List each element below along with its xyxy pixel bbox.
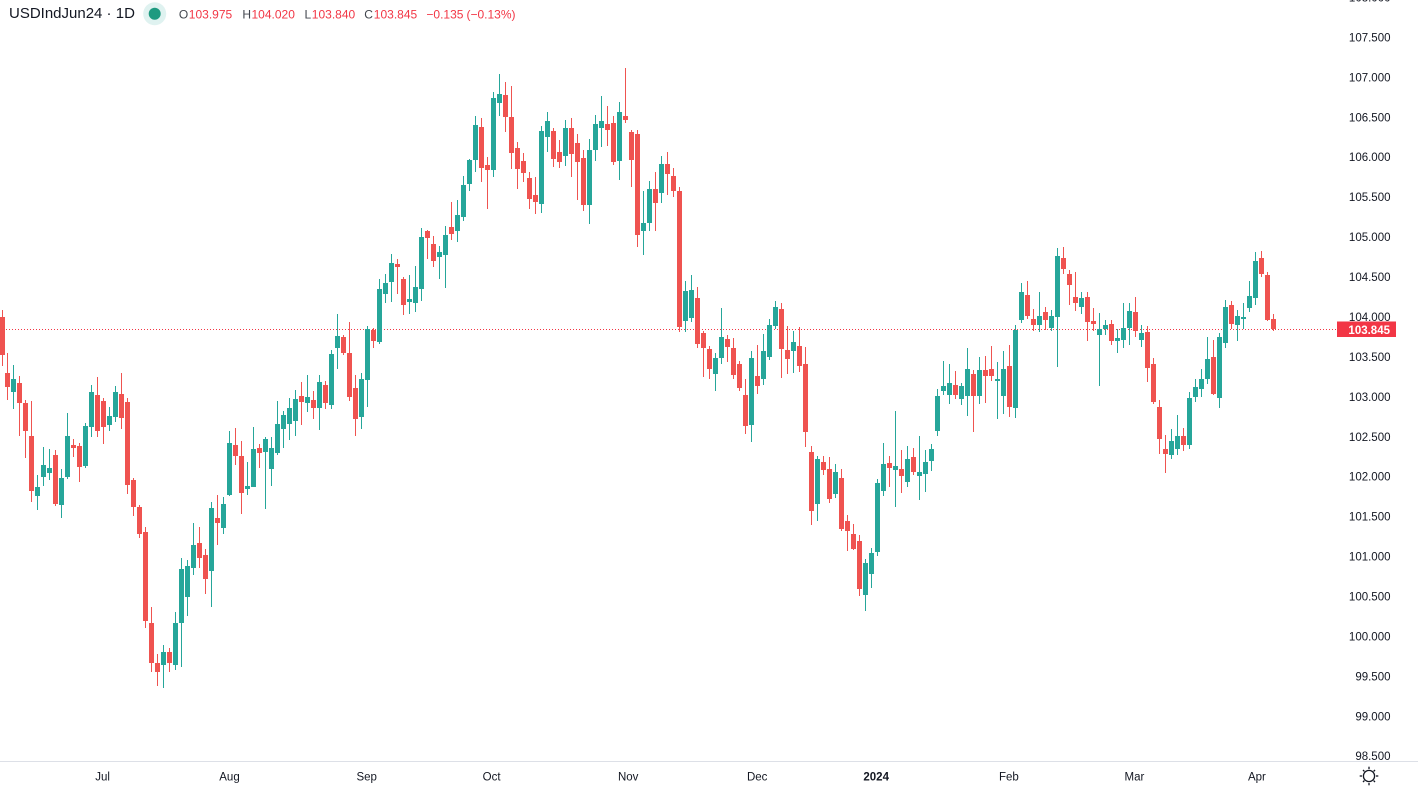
svg-text:103.840: 103.840	[312, 8, 356, 22]
svg-text:Nov: Nov	[618, 772, 639, 784]
svg-text:103.845: 103.845	[374, 8, 418, 22]
svg-text:USDIndJun24 · 1D: USDIndJun24 · 1D	[9, 5, 135, 22]
svg-text:101.500: 101.500	[1349, 512, 1391, 524]
svg-text:102.000: 102.000	[1349, 472, 1391, 484]
svg-text:104.500: 104.500	[1349, 272, 1391, 284]
svg-text:H: H	[242, 8, 251, 22]
svg-text:(−0.13%): (−0.13%)	[467, 8, 516, 22]
svg-text:−0.135: −0.135	[426, 8, 463, 22]
svg-text:105.000: 105.000	[1349, 232, 1391, 244]
svg-text:101.000: 101.000	[1349, 552, 1391, 564]
svg-text:105.500: 105.500	[1349, 192, 1391, 204]
svg-text:106.000: 106.000	[1349, 152, 1391, 164]
svg-text:100.000: 100.000	[1349, 631, 1391, 643]
svg-text:106.500: 106.500	[1349, 112, 1391, 124]
svg-text:100.500: 100.500	[1349, 592, 1391, 604]
svg-text:O: O	[179, 8, 188, 22]
svg-text:104.020: 104.020	[252, 8, 296, 22]
svg-text:Dec: Dec	[747, 772, 768, 784]
svg-text:99.000: 99.000	[1355, 711, 1390, 723]
svg-text:108.000: 108.000	[1349, 0, 1391, 5]
svg-text:Mar: Mar	[1124, 772, 1144, 784]
svg-text:Sep: Sep	[356, 772, 376, 784]
svg-text:107.000: 107.000	[1349, 72, 1391, 84]
svg-text:103.845: 103.845	[1348, 325, 1390, 337]
svg-text:Oct: Oct	[483, 772, 502, 784]
svg-text:102.500: 102.500	[1349, 432, 1391, 444]
svg-text:Feb: Feb	[999, 772, 1019, 784]
svg-text:103.500: 103.500	[1349, 352, 1391, 364]
svg-text:Aug: Aug	[219, 772, 239, 784]
svg-text:L: L	[305, 8, 312, 22]
svg-text:C: C	[364, 8, 373, 22]
svg-text:98.500: 98.500	[1355, 751, 1390, 763]
svg-text:2024: 2024	[863, 772, 889, 784]
svg-text:Jul: Jul	[95, 772, 110, 784]
svg-text:Apr: Apr	[1248, 772, 1266, 784]
svg-text:103.975: 103.975	[189, 8, 233, 22]
svg-text:107.500: 107.500	[1349, 33, 1391, 45]
svg-text:103.000: 103.000	[1349, 392, 1391, 404]
svg-text:104.000: 104.000	[1349, 312, 1391, 324]
svg-text:99.500: 99.500	[1355, 671, 1390, 683]
